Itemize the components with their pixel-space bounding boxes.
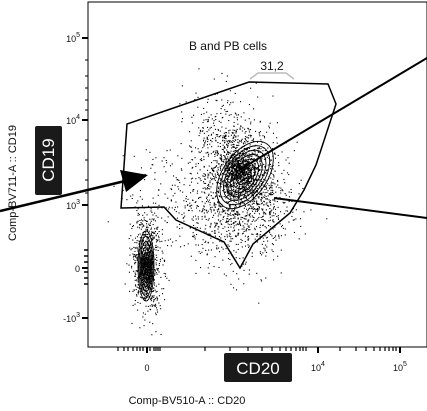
percent-bracket	[249, 72, 295, 80]
gate-name: B and PB cells	[189, 39, 267, 53]
x-tick-label: 0	[144, 363, 149, 373]
gate-polygon[interactable]	[120, 81, 337, 270]
y-tick-label: 0	[75, 264, 80, 274]
x-axis-title: Comp-BV510-A :: CD20	[129, 395, 246, 407]
gate-percent: 31,2	[260, 59, 284, 73]
cd19-badge: CD19	[35, 126, 62, 195]
x-tick-label: 104	[311, 361, 325, 373]
pointer-line-upper	[238, 57, 427, 171]
y-tick-label: 105	[66, 32, 80, 44]
event-dots	[107, 68, 328, 336]
x-tick-label: 105	[393, 361, 407, 373]
y-axis: 105 104 103 0 -103	[63, 32, 88, 324]
arrow-to-gate	[0, 170, 148, 213]
y-tick-label: 103	[66, 199, 80, 211]
density-contours	[137, 140, 274, 302]
pointer-line-lower	[273, 197, 427, 219]
y-tick-label: 104	[66, 114, 80, 126]
cd19-badge-text: CD19	[39, 138, 58, 181]
cd20-badge-bg	[224, 353, 292, 382]
cd20-badge-text: CD20	[236, 359, 279, 378]
cd19-badge-bg	[35, 126, 62, 195]
cd20-badge: CD20	[224, 353, 292, 382]
y-axis-title: Comp-BV711-A :: CD19	[7, 125, 19, 241]
plot-frame	[87, 1, 427, 348]
y-tick-label: -103	[63, 312, 80, 324]
